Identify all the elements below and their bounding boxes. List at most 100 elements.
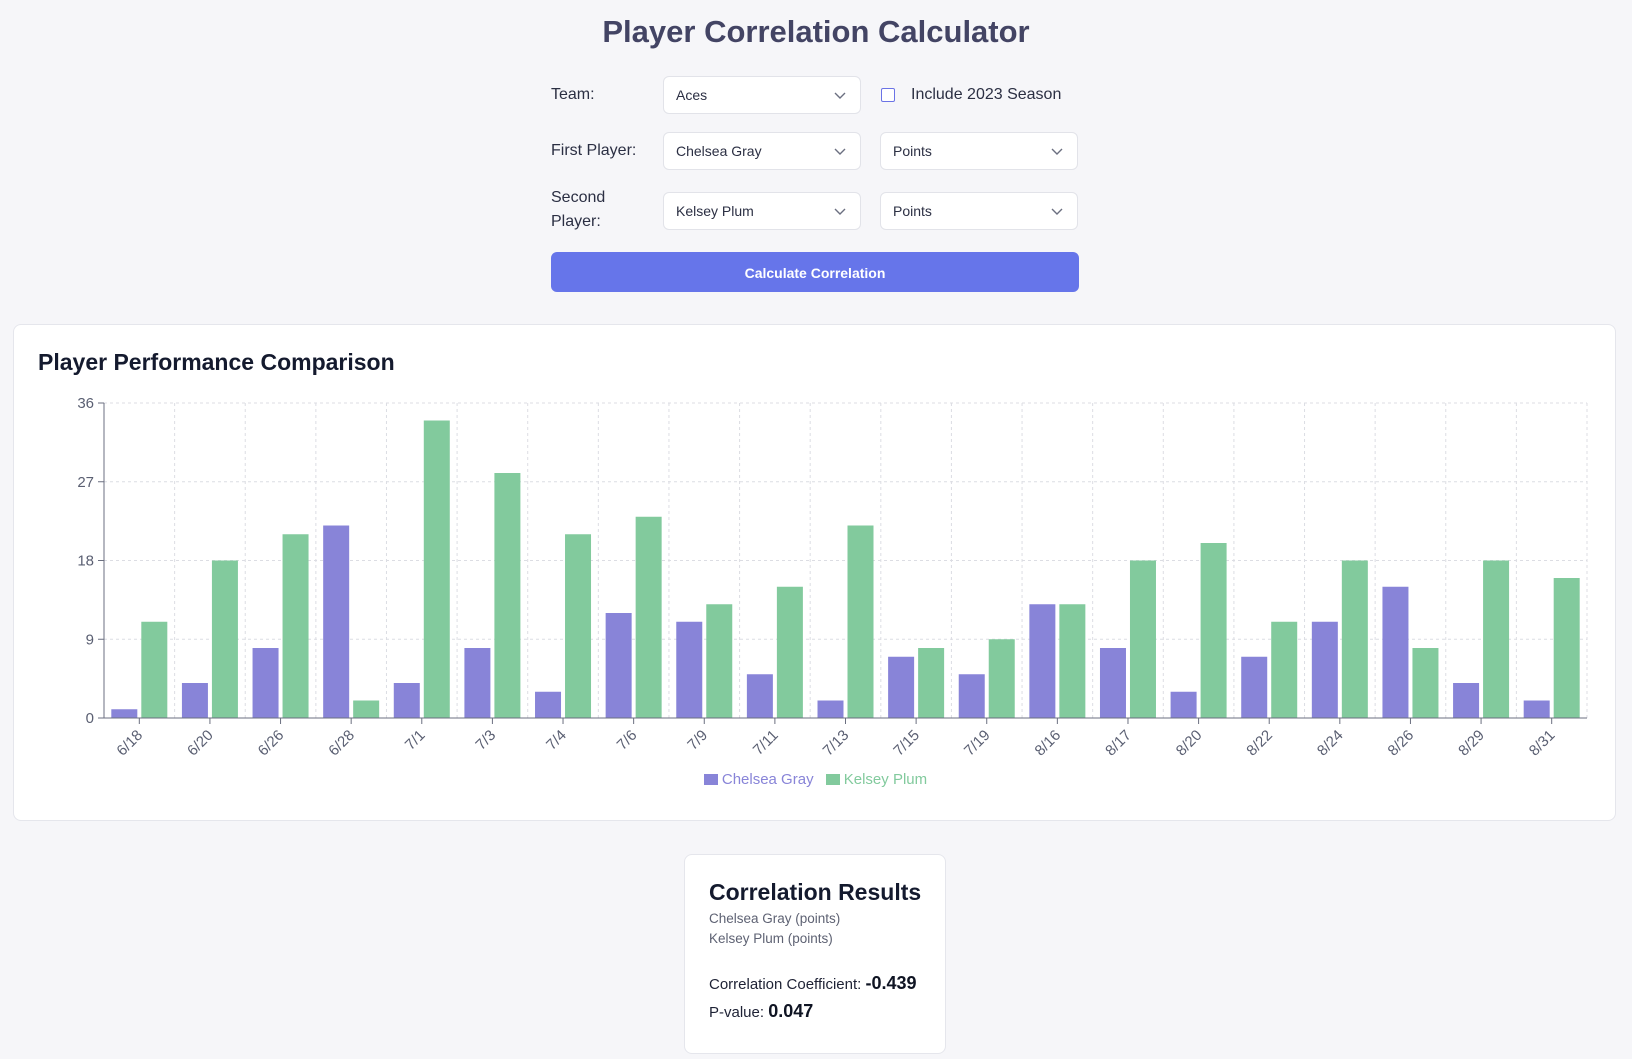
chevron-down-icon xyxy=(834,208,846,215)
bar-series-2 xyxy=(1059,604,1086,718)
bar-series-2 xyxy=(423,420,450,718)
team-select[interactable]: Aces xyxy=(663,76,861,114)
x-tick-label: 8/16 xyxy=(1032,727,1065,760)
bar-series-1 xyxy=(1170,691,1197,718)
x-tick-label: 7/13 xyxy=(820,727,853,760)
second-stat-select[interactable]: Points xyxy=(880,192,1078,230)
x-tick-label: 6/20 xyxy=(184,727,217,760)
bar-series-2 xyxy=(494,473,521,718)
chart-card: Player Performance Comparison 0 9 18 27 36 6/… xyxy=(13,324,1616,821)
bar-series-2 xyxy=(776,586,803,718)
bar-series-1 xyxy=(252,648,279,718)
correlation-results-card: Correlation Results Chelsea Gray (points… xyxy=(684,854,946,1054)
results-second-player: Kelsey Plum (points) xyxy=(709,931,833,946)
legend-swatch xyxy=(825,774,840,785)
x-tick-label: 6/26 xyxy=(255,727,288,760)
coefficient-label: Correlation Coefficient: xyxy=(709,976,862,993)
x-tick-label: 8/29 xyxy=(1455,727,1488,760)
bar-series-1 xyxy=(1453,683,1480,718)
p-value-value: 0.047 xyxy=(768,1001,814,1021)
y-tick-label: 27 xyxy=(77,474,94,491)
y-tick-label: 36 xyxy=(77,395,94,412)
bar-series-2 xyxy=(706,604,733,718)
bar-series-2 xyxy=(141,621,168,718)
chevron-down-icon xyxy=(834,92,846,99)
chevron-down-icon xyxy=(1051,148,1063,155)
bar-series-2 xyxy=(353,700,380,718)
first-stat-value: Points xyxy=(893,143,932,159)
bar-series-1 xyxy=(181,683,208,718)
chevron-down-icon xyxy=(834,148,846,155)
team-label: Team: xyxy=(551,86,595,103)
x-tick-label: 7/19 xyxy=(961,727,994,760)
first-stat-select[interactable]: Points xyxy=(880,132,1078,170)
x-tick-label: 8/24 xyxy=(1314,727,1347,760)
x-tick-label: 7/4 xyxy=(543,727,570,754)
first-player-select[interactable]: Chelsea Gray xyxy=(663,132,861,170)
legend-label: Kelsey Plum xyxy=(843,771,928,788)
bar-series-2 xyxy=(635,516,662,718)
bar-series-2 xyxy=(1341,560,1368,718)
bar-series-2 xyxy=(1129,560,1156,718)
x-tick-label: 8/22 xyxy=(1243,727,1276,760)
bar-series-1 xyxy=(1029,604,1056,718)
x-tick-label: 8/31 xyxy=(1526,727,1559,760)
chart-title: Player Performance Comparison xyxy=(38,349,395,375)
bar-series-1 xyxy=(393,683,420,718)
results-title: Correlation Results xyxy=(709,879,922,905)
include-season-checkbox[interactable] xyxy=(881,88,895,102)
x-tick-label: 7/11 xyxy=(750,727,782,759)
bar-series-1 xyxy=(817,700,844,718)
x-tick-label: 8/17 xyxy=(1102,727,1135,760)
bar-series-1 xyxy=(746,674,773,718)
bar-series-1 xyxy=(323,525,350,718)
bar-series-2 xyxy=(1200,543,1227,718)
x-tick-label: 6/28 xyxy=(325,727,358,760)
x-tick-label: 7/6 xyxy=(614,727,641,754)
second-player-select[interactable]: Kelsey Plum xyxy=(663,192,861,230)
p-value-label: P-value: xyxy=(709,1004,765,1021)
legend-label: Chelsea Gray xyxy=(721,771,814,788)
bar-series-1 xyxy=(111,709,138,718)
bar-series-2 xyxy=(847,525,874,718)
x-tick-label: 7/3 xyxy=(472,727,499,754)
x-tick-label: 7/1 xyxy=(402,727,429,754)
bar-series-2 xyxy=(988,639,1015,718)
second-player-label: Second Player: xyxy=(551,186,605,234)
include-season-label[interactable]: Include 2023 Season xyxy=(911,86,1062,103)
bar-series-2 xyxy=(918,648,945,718)
bar-series-1 xyxy=(676,621,703,718)
p-value-row: P-value: 0.047 xyxy=(709,1001,813,1022)
bar-series-2 xyxy=(1483,560,1510,718)
legend-item-series-2[interactable]: Kelsey Plum xyxy=(825,771,928,788)
bar-series-2 xyxy=(282,534,309,718)
bar-series-1 xyxy=(464,648,491,718)
bar-series-2 xyxy=(1553,578,1580,718)
x-tick-label: 7/15 xyxy=(890,727,923,760)
correlation-coefficient-row: Correlation Coefficient: -0.439 xyxy=(709,973,917,994)
first-player-value: Chelsea Gray xyxy=(676,143,762,159)
bar-series-1 xyxy=(958,674,985,718)
bar-series-1 xyxy=(1523,700,1550,718)
second-player-label-line2: Player: xyxy=(551,213,601,230)
second-player-value: Kelsey Plum xyxy=(676,203,754,219)
legend-item-series-1[interactable]: Chelsea Gray xyxy=(703,771,814,788)
bar-series-2 xyxy=(1412,648,1439,718)
bar-series-1 xyxy=(1382,586,1409,718)
x-tick-label: 6/18 xyxy=(113,727,146,760)
coefficient-value: -0.439 xyxy=(865,973,917,993)
second-player-label-line1: Second xyxy=(551,189,606,206)
performance-bar-chart: 0 9 18 27 36 6/18 6/20 6/26 6/28 7/1 7/3 7/4 7/6 7/9 7… xyxy=(77,395,1588,760)
legend-swatch xyxy=(703,774,718,785)
y-tick-label: 18 xyxy=(77,553,94,570)
bar-series-1 xyxy=(1311,621,1338,718)
x-tick-label: 8/26 xyxy=(1385,727,1418,760)
calculate-correlation-button[interactable]: Calculate Correlation xyxy=(551,252,1079,292)
bar-series-1 xyxy=(1241,656,1268,718)
y-tick-label: 0 xyxy=(86,710,94,727)
x-tick-label: 7/9 xyxy=(684,727,711,754)
second-stat-value: Points xyxy=(893,203,932,219)
chevron-down-icon xyxy=(1051,208,1063,215)
bar-series-2 xyxy=(211,560,238,718)
bar-series-2 xyxy=(1271,621,1298,718)
